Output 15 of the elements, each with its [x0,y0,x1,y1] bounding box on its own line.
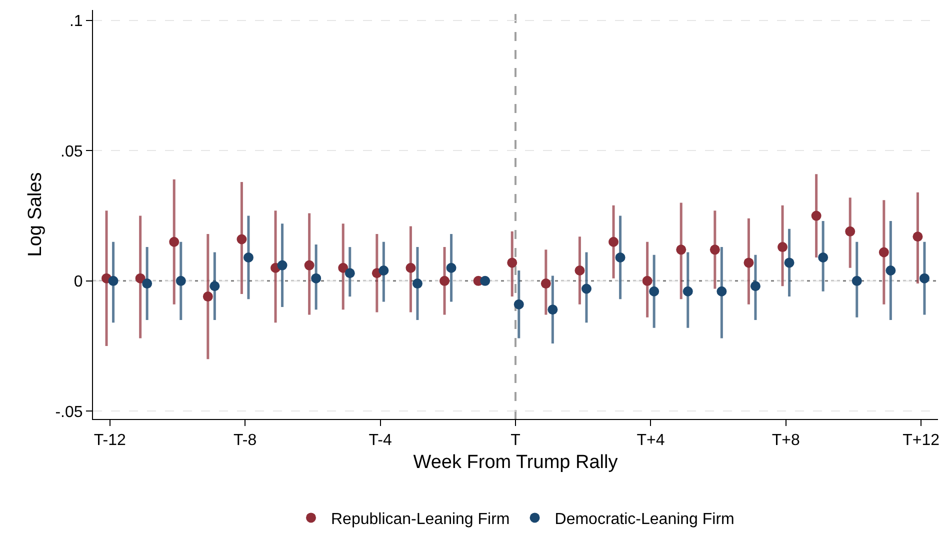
x-tick-label: T-12 [94,432,126,450]
y-tick-label: .05 [60,143,83,160]
legend-label: Democratic-Leaning Firm [554,510,734,528]
y-axis-title: Log Sales [25,172,46,257]
legend-label: Republican-Leaning Firm [331,510,510,528]
x-tick-label: T+12 [902,432,940,450]
x-tick-label: T [510,432,521,450]
x-tick-label: T-8 [234,432,257,450]
y-tick-label: -.05 [55,404,83,421]
y-tick-label: .1 [69,13,83,30]
x-axis-title: Week From Trump Rally [413,452,618,473]
y-tick-label: 0 [74,274,83,291]
x-tick-label: T+8 [772,432,800,450]
x-tick-label: T+4 [636,432,665,450]
x-tick-label: T-4 [368,432,392,450]
